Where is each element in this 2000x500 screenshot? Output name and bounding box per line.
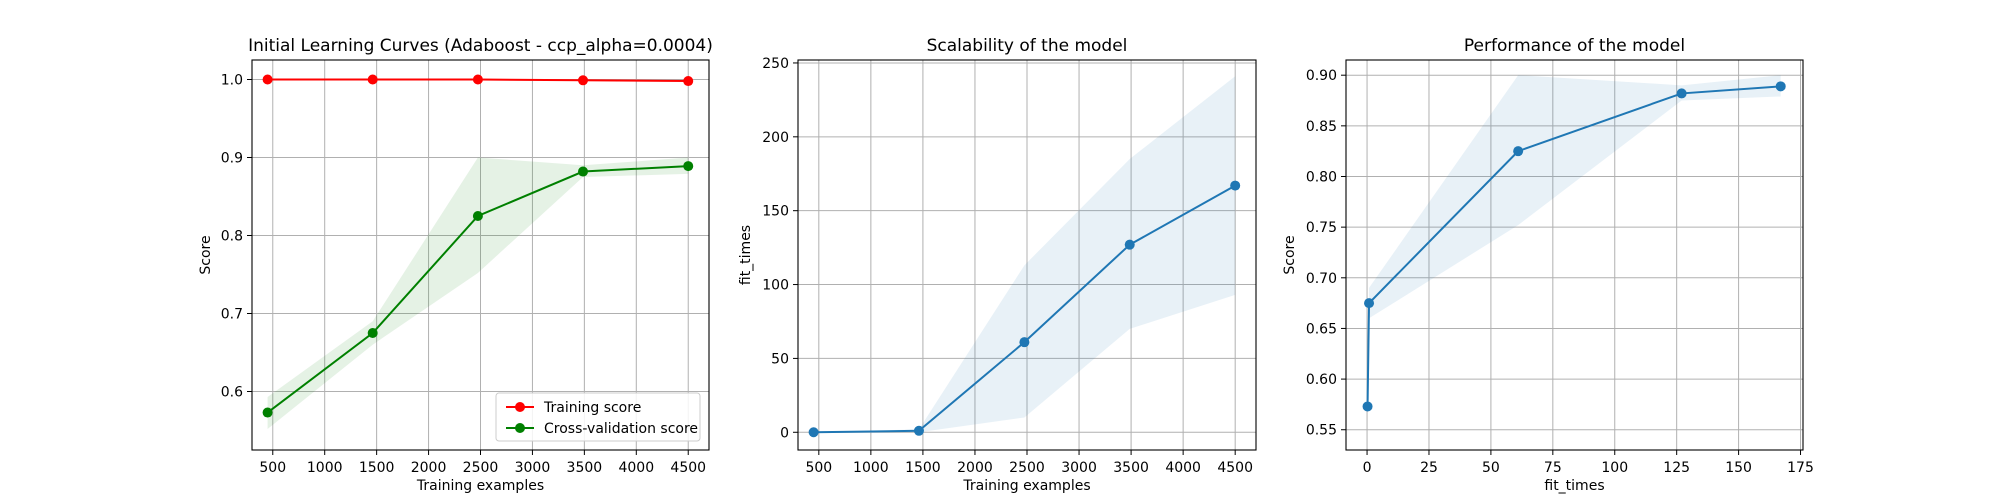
x-tick-label: 3000 [1061,460,1097,476]
legend-label: Training score [543,400,641,416]
x-tick-label: 75 [1544,460,1562,476]
y-tick-label: 0.6 [221,385,243,401]
data-point [808,427,819,438]
x-tick-label: 2500 [463,460,499,476]
y-tick-label: 0.70 [1306,271,1337,287]
data-point [683,161,694,172]
x-tick-label: 100 [1601,460,1628,476]
y-tick-label: 0 [780,425,789,441]
data-point [262,407,273,418]
data-point [578,75,589,86]
panel-performance: 0 25 50 75 100 125 150 175 0.55 0.60 0.65 0.70 0.75 0… [1282,36,1814,494]
y-tick-label: 0.65 [1306,321,1337,337]
chart-title: Performance of the model [1464,36,1685,56]
x-tick-label: 0 [1363,460,1372,476]
data-point [472,74,483,85]
legend-marker [515,402,525,412]
x-tick-label: 150 [1725,460,1752,476]
x-axis-label: Training examples [416,478,544,494]
y-tick-label: 100 [762,278,789,294]
x-tick-label: 175 [1787,460,1814,476]
x-tick-label: 1500 [359,460,395,476]
y-tick-label: 0.75 [1306,220,1337,236]
data-point [367,328,378,338]
y-tick-label: 50 [771,351,789,367]
y-axis-label: Score [1282,235,1298,274]
data-point [1019,337,1030,348]
x-tick-label: 4500 [670,460,706,476]
x-tick-label: 1000 [307,460,343,476]
data-point [578,166,589,177]
x-tick-label: 3000 [515,460,551,476]
confidence-band [267,157,689,429]
legend-marker [515,423,525,433]
x-tick-label: 1000 [853,460,889,476]
y-tick-label: 0.85 [1306,119,1337,135]
data-point [1775,81,1786,92]
y-tick-label: 0.60 [1306,372,1337,388]
panel-learning-curve: 500 1000 1500 2000 2500 3000 3500 4000 4500 0.6 0.… [198,36,713,494]
data-point [683,76,694,87]
x-tick-label: 2500 [1009,460,1045,476]
x-tick-label: 4000 [618,460,654,476]
y-axis-label: fit_times [738,225,754,285]
x-tick-label: 4000 [1165,460,1201,476]
x-tick-label: 1500 [905,460,941,476]
data-point [367,74,378,85]
x-tick-label: 2000 [957,460,993,476]
x-tick-label: 500 [259,460,286,476]
data-point [913,425,924,436]
x-tick-label: 25 [1420,460,1438,476]
x-tick-label: 3500 [1113,460,1149,476]
legend-label: Cross-validation score [544,421,698,437]
x-tick-label: 125 [1663,460,1690,476]
x-tick-label: 3500 [567,460,603,476]
x-tick-label: 4500 [1217,460,1253,476]
y-tick-label: 0.55 [1306,423,1337,439]
y-tick-label: 200 [762,130,789,146]
y-tick-label: 0.80 [1306,169,1337,185]
legend: Training score Cross-validation score [495,392,701,442]
chart-title: Initial Learning Curves (Adaboost - ccp_… [248,36,713,56]
data-point [1364,298,1375,309]
y-tick-label: 250 [762,56,789,72]
data-point [1124,239,1135,250]
y-tick-label: 1.0 [221,73,243,89]
axes-frame [1345,59,1804,451]
data-point [1676,88,1687,99]
data-point [1362,401,1373,412]
legend-box [495,392,701,442]
y-tick-label: 0.9 [221,151,243,167]
x-axis-label: Training examples [962,478,1090,494]
chart-title: Scalability of the model [927,36,1128,56]
y-tick-label: 0.8 [221,229,243,245]
data-point [262,74,273,85]
y-tick-label: 0.7 [221,307,243,323]
confidence-band [813,76,1236,433]
y-tick-label: 150 [762,204,789,220]
y-tick-label: 0.90 [1306,68,1337,84]
x-tick-label: 500 [805,460,832,476]
confidence-band [1367,75,1781,407]
data-point [1230,180,1241,191]
x-axis-label: fit_times [1544,478,1604,494]
x-tick-label: 2000 [411,460,447,476]
x-tick-label: 50 [1482,460,1500,476]
data-point [1513,146,1524,157]
data-point [472,211,483,221]
panel-scalability: 500 1000 1500 2000 2500 3000 3500 4000 4500 0 50 10… [738,36,1257,494]
y-axis-label: Score [198,235,214,274]
